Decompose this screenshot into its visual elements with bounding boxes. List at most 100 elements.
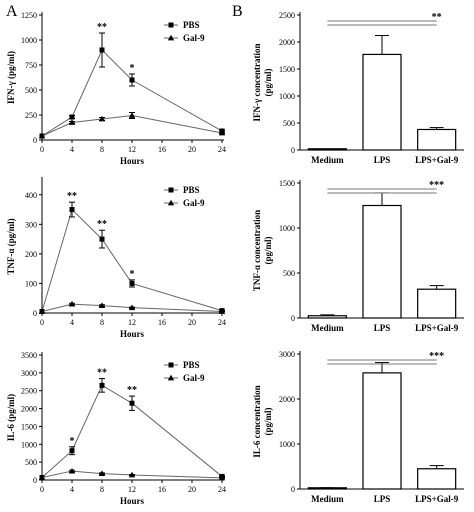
significance-star: ** bbox=[97, 22, 107, 33]
legend-label-gal-9: Gal-9 bbox=[183, 373, 205, 383]
series-line-pbs bbox=[41, 208, 223, 312]
x-axis-title: Hours bbox=[120, 156, 145, 166]
y-tick-label: 0 bbox=[291, 314, 295, 323]
data-point-pbs bbox=[99, 236, 105, 242]
chart-3: 0 500 1000 1500 TNF-α concentration (pg/ml) Me… bbox=[252, 179, 464, 333]
category-label: LPS+Gal-9 bbox=[415, 155, 459, 165]
y-tick-label: 2000 bbox=[21, 405, 37, 414]
data-point-gal-9 bbox=[128, 471, 136, 478]
data-point-gal-9 bbox=[38, 474, 46, 480]
bar-medium bbox=[307, 315, 347, 319]
data-point-gal-9 bbox=[38, 132, 46, 139]
x-tick-label: 0 bbox=[40, 318, 44, 327]
x-tick-label: 24 bbox=[218, 485, 226, 494]
y-tick-label: 1250 bbox=[21, 11, 37, 20]
data-point-gal-9 bbox=[68, 467, 76, 474]
significance-star: *** bbox=[429, 180, 444, 191]
legend-label-pbs: PBS bbox=[183, 185, 200, 195]
data-point-gal-9 bbox=[128, 304, 136, 311]
data-point-pbs bbox=[129, 77, 135, 83]
y-axis-title-line-2: (pg/ml) bbox=[263, 68, 273, 96]
y-tick-label: 0 bbox=[291, 485, 295, 494]
data-point-pbs bbox=[69, 448, 75, 454]
y-tick-label: 250 bbox=[25, 111, 37, 120]
y-axis-title: TNF-α (pg/ml) bbox=[6, 218, 16, 274]
category-label: LPS+Gal-9 bbox=[415, 494, 459, 504]
category-label: Medium bbox=[311, 155, 344, 165]
chart-5: 0 1000 2000 3000 IL-6 concentration (pg/ml) Me… bbox=[252, 350, 464, 504]
y-tick-label: 2500 bbox=[279, 11, 295, 20]
legend-label-gal-9: Gal-9 bbox=[183, 33, 205, 43]
y-axis-title: IFN-γ (pg/ml) bbox=[6, 51, 16, 104]
x-tick-label: 4 bbox=[70, 318, 74, 327]
x-tick-label: 4 bbox=[70, 145, 74, 154]
x-tick-label: 4 bbox=[70, 485, 74, 494]
x-tick-label: 12 bbox=[128, 145, 136, 154]
significance-star: ** bbox=[432, 12, 442, 23]
x-axis-title: Hours bbox=[120, 329, 145, 339]
bar-lps bbox=[362, 204, 402, 319]
data-point-pbs bbox=[99, 382, 105, 388]
legend-label-pbs: PBS bbox=[183, 20, 200, 30]
y-tick-label: 300 bbox=[25, 220, 37, 229]
significance-star: *** bbox=[429, 351, 444, 362]
y-tick-label: 500 bbox=[283, 269, 295, 278]
y-tick-label: 2000 bbox=[279, 395, 295, 404]
y-tick-label: 3500 bbox=[21, 351, 37, 360]
y-tick-label: 0 bbox=[291, 146, 295, 155]
panel-a-letter: A bbox=[6, 3, 18, 20]
data-point-pbs bbox=[99, 47, 105, 53]
y-tick-label: 500 bbox=[25, 458, 37, 467]
x-tick-label: 16 bbox=[158, 145, 166, 154]
data-point-pbs bbox=[129, 400, 135, 406]
chart-2: 0 100 200 300 400 TNF-α (pg/ml) 0 4 8 12 16 20 24 Hou… bbox=[6, 177, 226, 339]
data-point-pbs bbox=[129, 280, 135, 286]
x-tick-label: 0 bbox=[40, 145, 44, 154]
chart-0: 0 250 500 750 1000 1250 IFN-γ (pg/ml) 0 4 8 12 16 20… bbox=[6, 11, 226, 166]
significance-star: ** bbox=[97, 368, 107, 379]
significance-star: * bbox=[130, 63, 135, 74]
y-axis-title-line-2: (pg/ml) bbox=[263, 236, 273, 264]
significance-star: ** bbox=[67, 191, 77, 202]
y-tick-label: 750 bbox=[25, 61, 37, 70]
category-label: LPS+Gal-9 bbox=[415, 323, 459, 333]
legend-marker-gal-9 bbox=[167, 199, 175, 206]
panel-b-letter: B bbox=[232, 3, 243, 20]
chart-1: 0 500 1000 1500 2000 2500 IFN-γ concentration(… bbox=[252, 11, 464, 165]
y-tick-label: 3000 bbox=[279, 350, 295, 359]
y-tick-label: 200 bbox=[25, 250, 37, 259]
legend-label-pbs: PBS bbox=[183, 360, 200, 370]
data-point-pbs bbox=[69, 207, 75, 213]
data-point-gal-9 bbox=[98, 302, 106, 309]
y-tick-label: 1500 bbox=[21, 422, 37, 431]
y-tick-label: 400 bbox=[25, 191, 37, 200]
y-tick-label: 500 bbox=[283, 119, 295, 128]
category-label: Medium bbox=[311, 494, 344, 504]
y-tick-label: 1000 bbox=[279, 224, 295, 233]
y-tick-label: 2500 bbox=[21, 387, 37, 396]
significance-star: * bbox=[70, 436, 75, 447]
y-tick-label: 500 bbox=[25, 86, 37, 95]
chart-4: 0 500 1000 1500 2000 2500 3000 3500 IL-6 (pg/ml)… bbox=[6, 351, 226, 506]
x-tick-label: 24 bbox=[218, 318, 226, 327]
data-point-gal-9 bbox=[38, 308, 46, 314]
category-label: LPS bbox=[374, 494, 391, 504]
y-tick-label: 2000 bbox=[279, 38, 295, 47]
data-point-gal-9 bbox=[218, 474, 226, 481]
x-axis-title: Hours bbox=[120, 496, 145, 506]
y-axis-title: IL-6 (pg/ml) bbox=[6, 394, 16, 441]
significance-star: ** bbox=[97, 219, 107, 230]
x-tick-label: 16 bbox=[158, 318, 166, 327]
bar-lps bbox=[362, 372, 402, 490]
y-tick-label: 0 bbox=[33, 136, 37, 145]
x-tick-label: 20 bbox=[188, 145, 196, 154]
x-tick-label: 12 bbox=[128, 318, 136, 327]
bar-lps-gal-9 bbox=[417, 128, 457, 151]
category-label: Medium bbox=[311, 323, 344, 333]
x-tick-label: 20 bbox=[188, 318, 196, 327]
legend-marker-pbs bbox=[168, 362, 174, 368]
y-tick-label: 1500 bbox=[279, 179, 295, 188]
y-tick-label: 100 bbox=[25, 279, 37, 288]
y-tick-label: 1000 bbox=[21, 440, 37, 449]
